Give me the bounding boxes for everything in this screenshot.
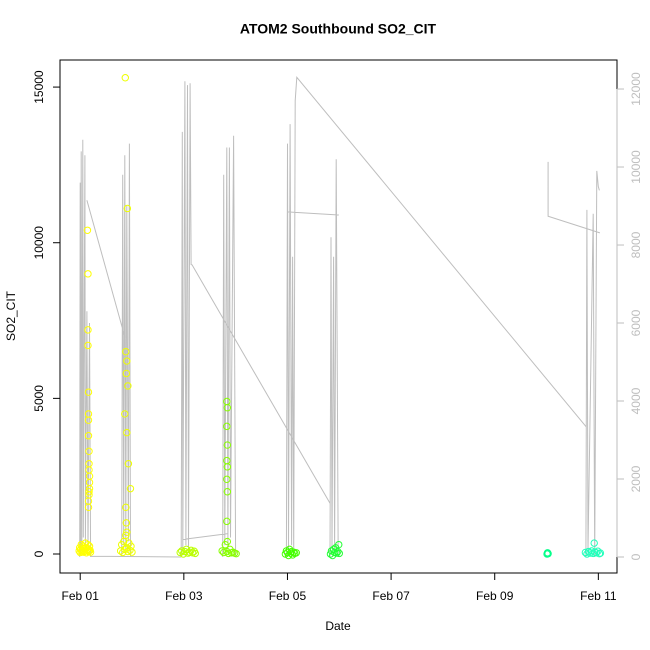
y2-tick-label: 12000 <box>629 72 643 106</box>
y-tick-label: 0 <box>32 550 46 557</box>
point <box>84 432 93 440</box>
point <box>223 517 231 526</box>
point <box>84 341 92 350</box>
y-axis-label: SO2_CIT <box>4 290 18 341</box>
point <box>85 488 93 496</box>
point <box>124 460 133 468</box>
y2-tick-label: 2000 <box>629 465 643 492</box>
point <box>335 549 343 558</box>
x-tick-label: Feb 07 <box>372 589 410 603</box>
point <box>223 463 232 471</box>
point <box>332 549 341 557</box>
point <box>86 548 95 556</box>
point <box>122 519 131 527</box>
y2-tick-label: 4000 <box>629 387 643 414</box>
point <box>121 410 129 418</box>
point <box>218 547 226 555</box>
point <box>191 549 199 558</box>
point <box>84 503 93 512</box>
point <box>223 441 232 449</box>
y2-tick-label: 10000 <box>629 150 643 184</box>
point <box>592 549 600 557</box>
point <box>286 549 295 557</box>
point <box>223 488 232 496</box>
point <box>121 74 129 82</box>
point <box>334 547 342 556</box>
point <box>123 428 131 437</box>
y2-tick-label: 8000 <box>629 231 643 258</box>
x-tick-label: Feb 03 <box>165 589 203 603</box>
point <box>123 357 131 365</box>
point <box>223 404 232 412</box>
point <box>84 270 92 278</box>
point <box>84 416 93 424</box>
point <box>84 326 92 334</box>
point <box>544 550 552 558</box>
point <box>122 347 130 356</box>
point <box>185 548 194 556</box>
x-tick-label: Feb 05 <box>269 589 307 603</box>
x-tick-label: Feb 09 <box>476 589 514 603</box>
point <box>122 531 130 540</box>
y-tick-label: 15000 <box>32 70 46 104</box>
point <box>223 422 231 431</box>
point <box>335 540 343 549</box>
y-tick-label: 10000 <box>32 226 46 260</box>
y2-tick-label: 0 <box>629 553 643 560</box>
x-tick-label: Feb 11 <box>580 589 617 603</box>
point <box>596 549 605 557</box>
point <box>84 388 93 396</box>
y-tick-label: 5000 <box>32 385 46 412</box>
point <box>124 547 132 556</box>
y2-tick-label: 6000 <box>629 309 643 336</box>
point <box>123 204 132 213</box>
point <box>126 546 134 554</box>
point <box>292 549 300 557</box>
point <box>128 548 136 556</box>
point <box>223 537 232 546</box>
x-axis-label: Date <box>325 619 351 633</box>
point <box>590 539 598 547</box>
point <box>126 484 135 493</box>
point <box>220 548 228 557</box>
point <box>122 369 131 378</box>
chart-title: ATOM2 Southbound SO2_CIT <box>240 21 437 37</box>
point <box>123 528 131 536</box>
point <box>83 226 92 234</box>
point <box>85 447 93 455</box>
point <box>232 550 240 558</box>
point <box>124 382 132 390</box>
point <box>122 503 130 512</box>
point <box>223 475 231 484</box>
x-tick-label: Feb 01 <box>62 589 100 603</box>
